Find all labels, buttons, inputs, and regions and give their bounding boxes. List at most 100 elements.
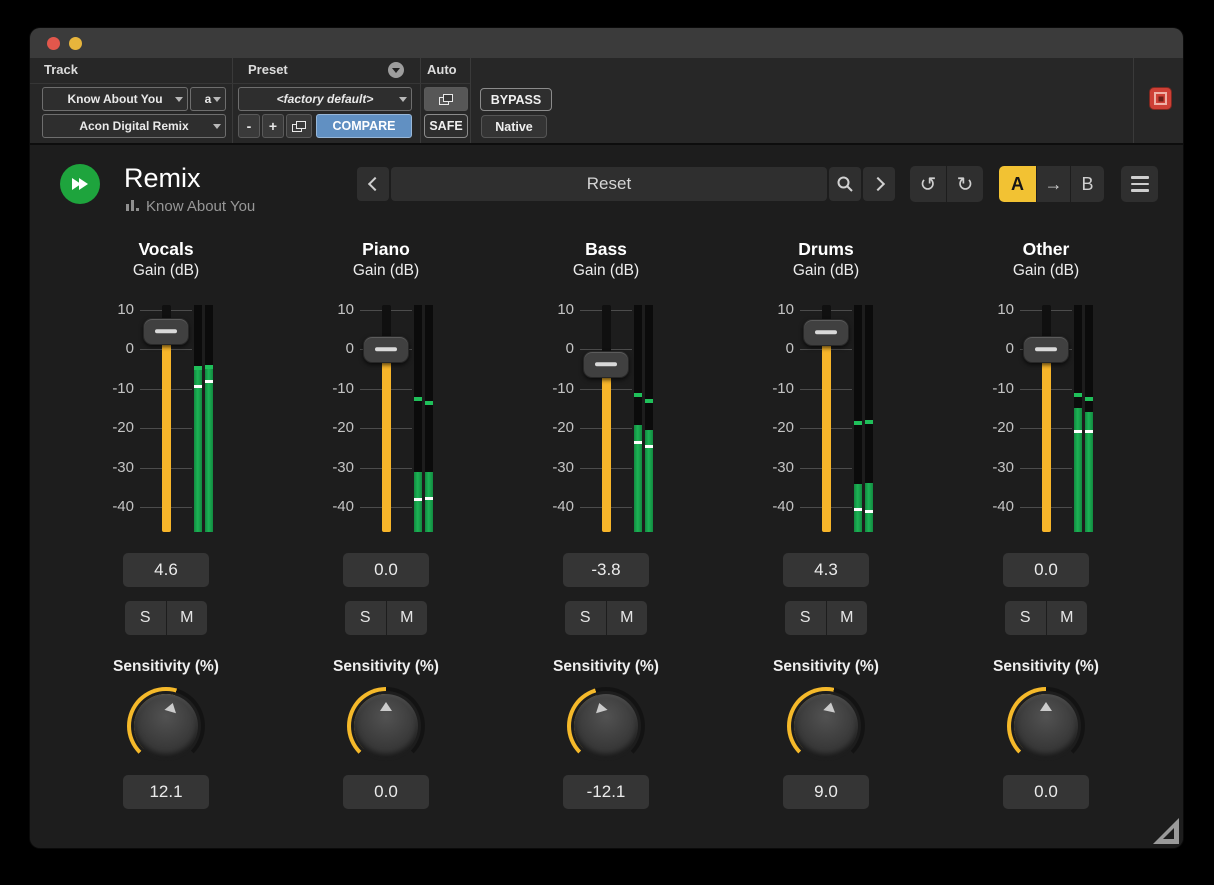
mute-button[interactable]: M	[166, 601, 207, 635]
knob-body	[574, 694, 638, 758]
menu-button[interactable]	[1121, 166, 1158, 202]
mute-button[interactable]: M	[386, 601, 427, 635]
db-scale-label: -10	[772, 379, 794, 397]
db-scale-label: -20	[772, 419, 794, 437]
librarian-menu-button[interactable]	[286, 114, 312, 138]
target-dot	[1158, 96, 1163, 101]
gain-fader-thumb[interactable]	[363, 335, 409, 363]
db-scale-label: 10	[117, 300, 134, 318]
sensitivity-knob[interactable]	[127, 687, 205, 765]
ab-state-b-button[interactable]: B	[1071, 166, 1104, 202]
resize-handle[interactable]	[1153, 818, 1179, 844]
insert-position-dropdown[interactable]: a	[190, 87, 226, 111]
db-scale-label: -40	[552, 498, 574, 516]
divider	[232, 58, 233, 143]
redo-button[interactable]: ↻	[947, 166, 983, 202]
solo-button[interactable]: S	[565, 601, 606, 635]
chevron-down-icon	[399, 97, 407, 102]
mute-button[interactable]: M	[1046, 601, 1087, 635]
db-scale-label: 0	[785, 340, 794, 358]
stem-name: Vocals	[138, 239, 194, 259]
mini-meter-icon	[126, 200, 139, 211]
stem-name: Piano	[362, 239, 410, 259]
mute-button[interactable]: M	[606, 601, 647, 635]
solo-button[interactable]: S	[1005, 601, 1046, 635]
automation-safe-button[interactable]: SAFE	[424, 114, 468, 138]
preset-menu-button[interactable]	[388, 62, 404, 78]
gain-meter-area: 10 0 -10 -20 -30 -40	[56, 300, 276, 532]
gain-fader-fill	[822, 332, 831, 532]
gain-value-field[interactable]: 4.6	[123, 553, 209, 587]
sensitivity-value-field[interactable]: 12.1	[123, 775, 209, 809]
gain-value-field[interactable]: 4.3	[783, 553, 869, 587]
gain-value-field[interactable]: 0.0	[343, 553, 429, 587]
db-scale-label: -20	[552, 419, 574, 437]
undo-button[interactable]: ↺	[910, 166, 946, 202]
solo-button[interactable]: S	[125, 601, 166, 635]
plugin-title: Remix	[124, 163, 201, 193]
sensitivity-value-field[interactable]: 0.0	[1003, 775, 1089, 809]
mute-button[interactable]: M	[826, 601, 867, 635]
gain-fader-thumb[interactable]	[803, 318, 849, 346]
sensitivity-value-field[interactable]: -12.1	[563, 775, 649, 809]
ab-state-a-button[interactable]: A	[999, 166, 1036, 202]
level-meter-right	[1085, 305, 1093, 532]
plugin-selector-dropdown[interactable]: Acon Digital Remix	[42, 114, 226, 138]
knob-pointer-icon	[380, 702, 392, 711]
gain-value-field[interactable]: 0.0	[1003, 553, 1089, 587]
gain-fader-thumb[interactable]	[143, 317, 189, 345]
gain-fader-thumb[interactable]	[1023, 335, 1069, 363]
next-preset-nav-button[interactable]	[863, 167, 895, 201]
gain-fader-thumb[interactable]	[583, 350, 629, 378]
close-window-button[interactable]	[47, 37, 60, 50]
preset-selector-dropdown[interactable]: <factory default>	[238, 87, 412, 111]
level-meter-left	[1074, 305, 1082, 532]
gain-meter-area: 10 0 -10 -20 -30 -40	[936, 301, 1156, 532]
channel-strip-piano: Piano Gain (dB) 10 0 -10 -20 -30 -40 0.0 S M …	[276, 239, 496, 819]
divider	[1133, 58, 1134, 143]
knob-pointer-icon	[164, 701, 179, 714]
db-scale-label: 10	[337, 300, 354, 318]
sensitivity-value-field[interactable]: 0.0	[343, 775, 429, 809]
db-scale-label: -40	[992, 498, 1014, 516]
previous-preset-nav-button[interactable]	[357, 167, 389, 201]
gain-label: Gain (dB)	[1012, 262, 1080, 279]
db-scale-label: 0	[1005, 340, 1014, 358]
preset-name: <factory default>	[276, 92, 374, 106]
gain-value-field[interactable]: -3.8	[563, 553, 649, 587]
ab-copy-button[interactable]: →	[1037, 166, 1070, 202]
sensitivity-knob[interactable]	[1007, 687, 1085, 765]
db-scale-label: -30	[552, 458, 574, 476]
sensitivity-value-field[interactable]: 9.0	[783, 775, 869, 809]
sensitivity-label: Sensitivity (%)	[993, 658, 1099, 675]
solo-button[interactable]: S	[345, 601, 386, 635]
next-preset-button[interactable]: +	[262, 114, 284, 138]
db-scale-label: 0	[345, 340, 354, 358]
previous-preset-button[interactable]: -	[238, 114, 260, 138]
gain-fader-fill	[382, 349, 391, 532]
chevron-right-icon	[870, 176, 885, 192]
target-button[interactable]	[1149, 87, 1172, 110]
sensitivity-knob[interactable]	[567, 687, 645, 765]
solo-button[interactable]: S	[785, 601, 826, 635]
db-scale-label: -10	[992, 379, 1014, 397]
compare-button[interactable]: COMPARE	[316, 114, 412, 138]
chevron-down-icon	[213, 124, 221, 129]
solo-mute-row: S M	[125, 601, 207, 635]
channel-strip-other: Other Gain (dB) 10 0 -10 -20 -30 -40 0.0 S M …	[936, 239, 1156, 819]
plugin-format-button[interactable]: Native	[481, 115, 547, 138]
automation-window-button[interactable]	[424, 87, 468, 111]
window-titlebar[interactable]	[30, 28, 1183, 58]
preset-name-field[interactable]: Reset	[391, 167, 827, 201]
db-scale-label: 0	[565, 340, 574, 358]
sensitivity-knob[interactable]	[347, 687, 425, 765]
minimize-window-button[interactable]	[69, 37, 82, 50]
track-selector-dropdown[interactable]: Know About You	[42, 87, 188, 111]
sensitivity-knob[interactable]	[787, 687, 865, 765]
copy-icon	[439, 93, 453, 105]
gain-meter-area: 10 0 -10 -20 -30 -40	[276, 300, 496, 532]
preset-search-button[interactable]	[829, 167, 861, 201]
channel-strip-vocals: Vocals Gain (dB) 10 0 -10 -20 -30 -40 4.6 S M…	[56, 239, 276, 819]
bypass-button[interactable]: BYPASS	[480, 88, 552, 111]
db-scale-label: -20	[332, 419, 354, 437]
